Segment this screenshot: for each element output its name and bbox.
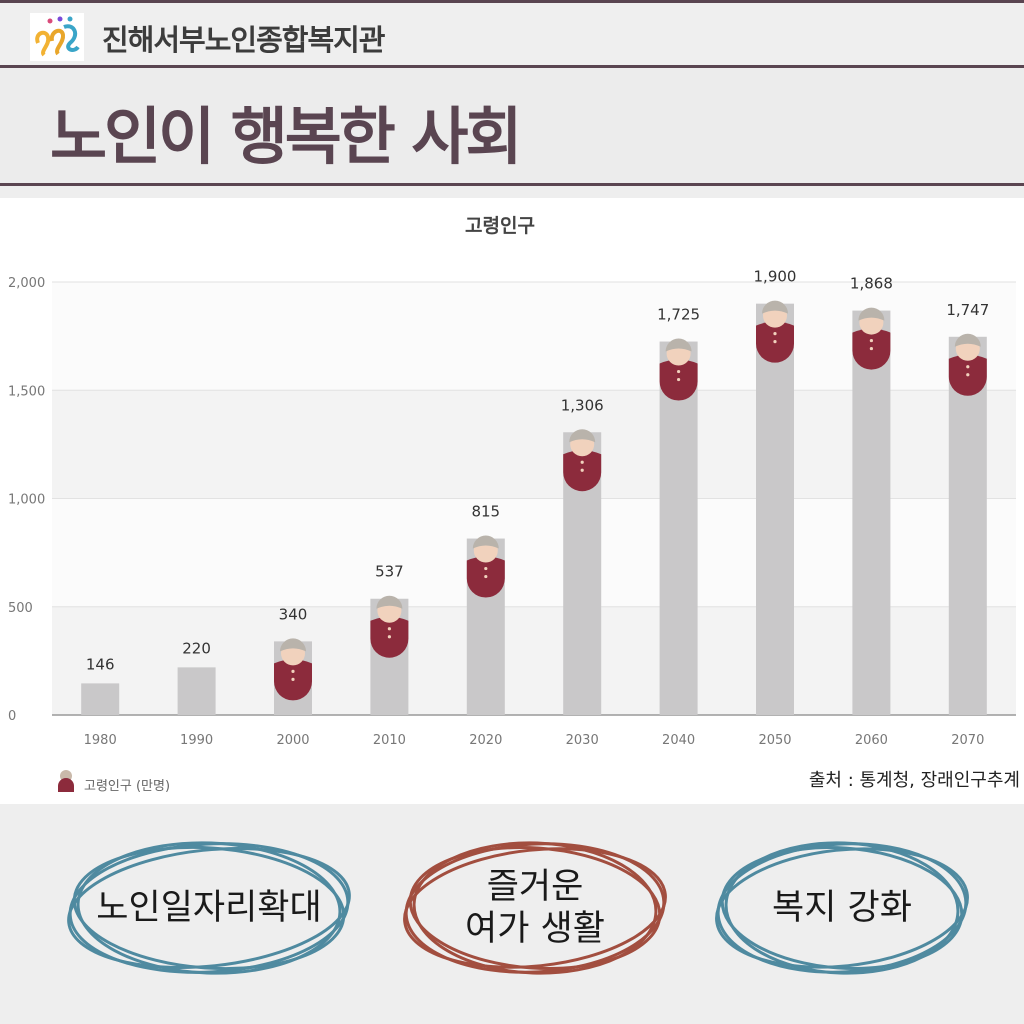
page-title: 노인이 행복한 사회 <box>50 100 522 173</box>
scribble-stroke <box>724 841 960 975</box>
elder-figure <box>274 638 312 701</box>
scribble-stroke <box>715 847 969 969</box>
title-banner: 노인이 행복한 사회 <box>0 68 1024 186</box>
logo <box>30 13 84 61</box>
action-label-jobs: 노인일자리확대 <box>96 888 322 928</box>
chart-svg: 고령인구 0 500 1,000 1,500 2,000 146 220 340 537 815… <box>8 215 1020 794</box>
scribble-stroke <box>412 841 658 975</box>
bar <box>81 683 120 715</box>
elder-figure <box>756 300 794 363</box>
y-tick-label: 2,000 <box>8 276 45 291</box>
elder-figure <box>370 595 409 658</box>
action-circle-welfare: 복지 강화 <box>712 838 972 978</box>
value-label: 815 <box>471 503 500 521</box>
x-tick-label: 2030 <box>566 733 599 748</box>
scribble-stroke <box>67 846 351 970</box>
action-circle-leisure: 즐거운 여가 생활 <box>400 838 670 978</box>
scribble-stroke <box>403 847 667 969</box>
value-label: 146 <box>86 655 115 673</box>
x-tick-label: 2050 <box>758 733 791 748</box>
action-label-leisure: 즐거운 여가 생활 <box>465 867 605 949</box>
bar <box>756 303 794 715</box>
x-tick-label: 2000 <box>276 733 309 748</box>
legend-label: 고령인구 (만명) <box>84 779 170 794</box>
action-circle-jobs: 노인일자리확대 <box>64 838 354 978</box>
value-label: 1,306 <box>561 396 604 414</box>
elder-figure <box>852 307 891 370</box>
action-section: 노인일자리확대 즐거운 여가 생활 복지 강화 <box>0 804 1024 1024</box>
value-label: 1,868 <box>850 275 893 293</box>
x-tick-label: 1980 <box>84 733 117 748</box>
source-note: 출처 : 통계청, 장래인구추계 <box>809 770 1020 791</box>
x-tick-label: 2070 <box>951 733 984 748</box>
elder-figure <box>466 535 505 598</box>
elder-figure <box>659 338 698 401</box>
elder-figure <box>948 333 987 396</box>
value-label: 1,747 <box>946 301 989 319</box>
value-label: 220 <box>182 639 211 657</box>
x-tick-label: 2020 <box>469 733 502 748</box>
elder-figure <box>563 429 602 492</box>
org-name: 진해서부노인종합복지관 <box>102 23 385 57</box>
chart-legend: 고령인구 (만명) <box>58 770 170 794</box>
y-tick-label: 0 <box>8 709 16 724</box>
value-label: 1,900 <box>754 268 797 286</box>
top-header: 진해서부노인종합복지관 <box>0 0 1024 68</box>
x-tick-label: 2060 <box>855 733 888 748</box>
x-tick-label: 2010 <box>373 733 406 748</box>
bar <box>852 310 891 715</box>
value-label: 340 <box>279 605 308 623</box>
x-tick-label: 1990 <box>180 733 213 748</box>
y-tick-label: 1,000 <box>8 493 45 508</box>
bar <box>659 341 698 715</box>
bar <box>177 667 216 715</box>
chart-title: 고령인구 <box>465 215 535 237</box>
population-chart: 고령인구 0 500 1,000 1,500 2,000 146 220 340 537 815… <box>0 198 1024 804</box>
value-label: 537 <box>375 563 404 581</box>
bar <box>948 336 987 715</box>
value-label: 1,725 <box>657 306 700 324</box>
scribble-stroke <box>76 841 342 975</box>
action-label-welfare: 복지 강화 <box>772 888 912 928</box>
y-tick-label: 1,500 <box>8 384 45 399</box>
x-tick-label: 2040 <box>662 733 695 748</box>
y-tick-label: 500 <box>8 601 33 616</box>
